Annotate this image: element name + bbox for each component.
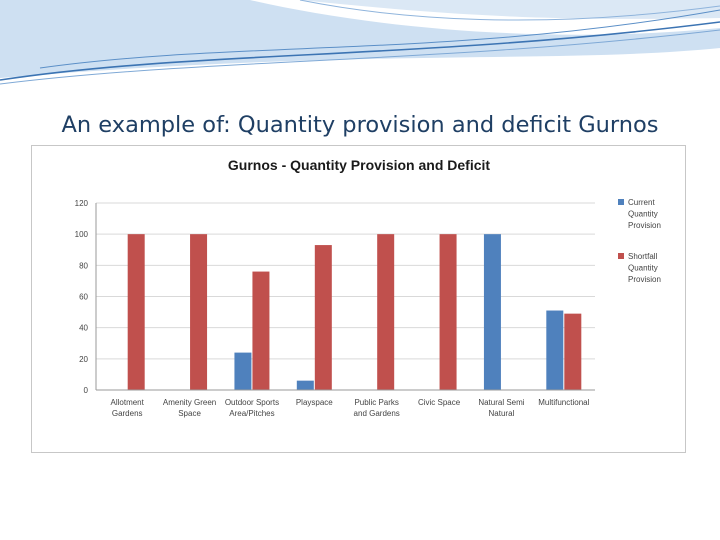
bar-current <box>234 352 252 390</box>
bar-shortfall <box>252 271 270 390</box>
y-tick-label: 100 <box>75 230 89 239</box>
chart-bars <box>127 234 582 390</box>
header-swoosh-decoration <box>0 0 720 85</box>
chart-title: Gurnos - Quantity Provision and Deficit <box>228 157 490 173</box>
legend-label: Quantity <box>628 210 658 219</box>
chart-gridlines <box>96 202 595 360</box>
x-category-label: Allotment <box>111 398 145 407</box>
bar-shortfall <box>190 234 208 390</box>
x-category-label: Multifunctional <box>538 398 589 407</box>
bar-shortfall <box>127 234 145 390</box>
bar-shortfall <box>564 313 582 390</box>
y-tick-label: 80 <box>79 261 88 270</box>
bar-current <box>546 310 564 390</box>
bar-shortfall <box>439 234 457 390</box>
legend-label: Current <box>628 198 655 207</box>
chart-plot: Gurnos - Quantity Provision and Deficit … <box>75 157 661 418</box>
x-category-label: and Gardens <box>354 409 400 418</box>
legend-swatch-shortfall <box>618 253 624 259</box>
y-tick-label: 0 <box>84 386 89 395</box>
y-axis-ticks: 0 20 40 60 80 100 120 <box>75 199 89 395</box>
x-category-label: Amenity Green <box>163 398 216 407</box>
bar-shortfall <box>377 234 395 390</box>
chart-axes <box>95 203 595 391</box>
x-axis-labels: Allotment Gardens Amenity Green Space Outdoo… <box>111 398 590 418</box>
x-category-label: Natural Semi <box>478 398 524 407</box>
chart-legend: Current Quantity Provision Shortfall Quantit… <box>618 198 661 284</box>
x-category-label: Civic Space <box>418 398 461 407</box>
bar-current <box>483 234 501 390</box>
x-category-label: Gardens <box>112 409 143 418</box>
legend-label: Provision <box>628 221 661 230</box>
legend-label: Provision <box>628 275 661 284</box>
legend-label: Quantity <box>628 264 658 273</box>
legend-label: Shortfall <box>628 252 658 261</box>
x-category-label: Outdoor Sports <box>225 398 279 407</box>
slide-title: An example of: Quantity provision and de… <box>61 112 659 138</box>
x-category-label: Natural <box>489 409 515 418</box>
bar-shortfall <box>314 245 332 390</box>
y-tick-label: 120 <box>75 199 89 208</box>
x-category-label: Area/Pitches <box>229 409 274 418</box>
x-category-label: Playspace <box>296 398 333 407</box>
y-tick-label: 40 <box>79 324 88 333</box>
y-tick-label: 60 <box>79 293 88 302</box>
chart-container: Gurnos - Quantity Provision and Deficit … <box>31 145 686 453</box>
legend-swatch-current <box>618 199 624 205</box>
bar-current <box>296 380 314 390</box>
y-tick-label: 20 <box>79 355 88 364</box>
x-category-label: Public Parks <box>354 398 398 407</box>
x-category-label: Space <box>178 409 201 418</box>
